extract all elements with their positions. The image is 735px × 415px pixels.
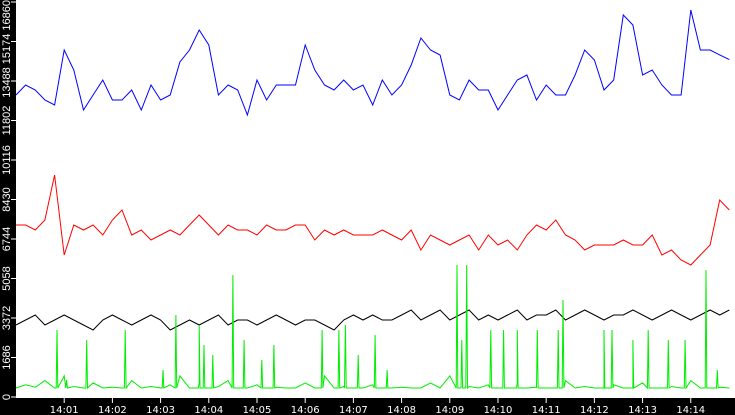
- y-tick-label: 5058: [1, 266, 13, 290]
- series-line-2: [15, 309, 730, 331]
- y-tick-label: 0: [1, 394, 13, 400]
- x-tick-label: 14:02: [98, 405, 127, 415]
- x-tick-label: 14:14: [676, 405, 705, 415]
- x-tick-label: 14:10: [484, 405, 513, 415]
- x-tick-label: 14:05: [243, 405, 272, 415]
- y-tick-label: 3372: [1, 306, 13, 330]
- y-tick-label: 16860: [1, 0, 13, 31]
- y-tick-label: 8430: [1, 187, 13, 211]
- x-tick-label: 14:06: [291, 405, 320, 415]
- y-tick-label: 10116: [1, 145, 13, 175]
- x-tick-label: 14:13: [628, 405, 657, 415]
- series-line-1: [16, 174, 730, 266]
- x-axis: 14:01 14:02 14:03 14:04 14:05 14:06 14:07 14:08…: [50, 398, 705, 415]
- x-tick-label: 14:07: [339, 405, 368, 415]
- y-tick-label: 1686: [1, 345, 13, 369]
- x-tick-label: 14:04: [194, 405, 223, 415]
- series-line-0: [15, 9, 730, 117]
- x-tick-label: 14:11: [532, 405, 561, 415]
- y-tick-label: 11802: [1, 106, 13, 136]
- y-tick-label: 15174: [1, 34, 13, 65]
- x-tick-label: 14:03: [146, 405, 175, 415]
- x-tick-label: 14:09: [435, 405, 464, 415]
- plot-area: [16, 0, 735, 398]
- y-tick-label: 13488: [1, 67, 13, 98]
- y-tick-label: 6744: [1, 227, 13, 251]
- x-tick-label: 14:12: [580, 405, 609, 415]
- series-group: [15, 9, 730, 390]
- x-tick-label: 14:08: [387, 405, 416, 415]
- series-line-3: [15, 264, 730, 390]
- x-tick-label: 14:01: [50, 405, 79, 415]
- y-axis: 0 1686 3372 5058 6744 8430 10116 11802 13488 1517…: [1, 0, 16, 400]
